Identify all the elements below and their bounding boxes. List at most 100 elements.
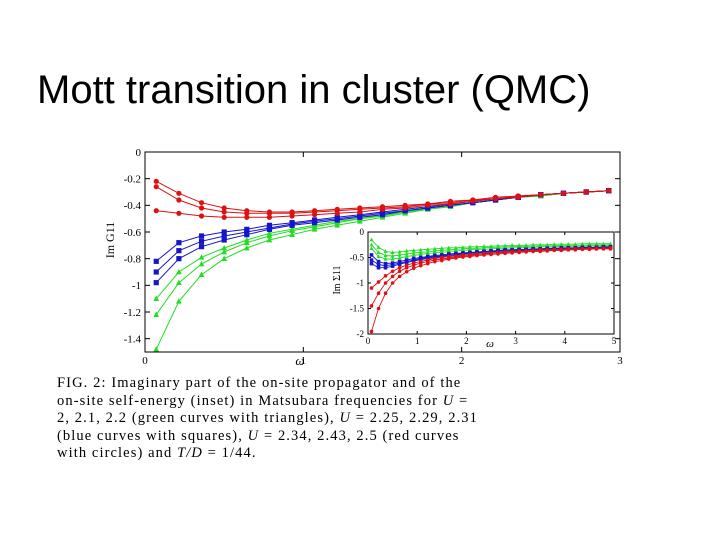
inset-data-point — [390, 253, 395, 258]
main-data-point — [221, 255, 228, 262]
main-x-tick-label: 1 — [301, 355, 307, 365]
main-data-point — [153, 269, 159, 275]
main-data-point — [402, 202, 408, 208]
inset-data-point — [425, 251, 430, 256]
main-data-point — [176, 298, 182, 304]
inset-data-point — [369, 304, 374, 308]
main-data-point — [244, 232, 250, 238]
inset-y-tick-label: -2 — [357, 329, 365, 339]
main-data-point — [311, 217, 318, 223]
inset-data-point — [545, 249, 550, 253]
main-data-point — [289, 231, 295, 238]
caption-text: on-site self-energy (inset) in Matsubara… — [57, 392, 443, 409]
main-data-point — [176, 210, 182, 216]
inset-data-point — [390, 264, 395, 268]
main-data-point — [606, 188, 612, 194]
main-y-tick-label: -0.2 — [124, 174, 141, 186]
main-data-point — [176, 268, 182, 275]
main-y-tick-label: -1.4 — [124, 334, 142, 346]
inset-data-point — [432, 250, 437, 255]
main-data-point — [198, 213, 205, 219]
main-data-point — [221, 214, 227, 220]
main-data-point — [425, 201, 431, 207]
inset-data-point — [411, 259, 416, 263]
main-data-point — [334, 206, 340, 212]
main-data-point — [153, 178, 159, 184]
inset-data-point — [383, 256, 388, 261]
main-data-point — [221, 237, 227, 243]
main-data-point — [221, 244, 228, 251]
inset-y-tick-label: 0 — [360, 227, 365, 237]
main-data-point — [153, 208, 159, 214]
inset-x-tick-label: 1 — [415, 336, 420, 346]
caption-line-4: (blue curves with squares), U = 2.34, 2.… — [57, 428, 657, 446]
main-data-point — [266, 222, 273, 228]
caption-text: = — [454, 392, 469, 409]
main-data-point — [243, 236, 250, 243]
inset-x-tick-label: 2 — [464, 336, 469, 346]
inset-data-point — [397, 269, 402, 274]
inset-data-point — [376, 306, 381, 311]
inset-data-point — [432, 259, 437, 264]
inset-data-point — [369, 286, 374, 290]
inset-data-point — [383, 274, 388, 278]
inset-data-point — [566, 248, 571, 252]
inset-data-point — [503, 251, 507, 256]
inset-data-point — [489, 252, 493, 257]
main-data-point — [176, 240, 182, 246]
inset-data-point — [383, 261, 388, 266]
inset-data-point — [411, 263, 416, 267]
inset-data-point — [447, 257, 451, 261]
inset-data-point — [453, 248, 458, 253]
main-y-tick-label: -0.8 — [124, 254, 142, 266]
caption-line-5: with circles) and T/D = 1/44. — [57, 445, 657, 463]
inset-data-point — [376, 259, 381, 264]
inset-data-point — [496, 252, 500, 256]
main-y-tick-label: -1.2 — [124, 307, 141, 319]
main-data-point — [221, 233, 227, 239]
main-data-point — [266, 236, 273, 243]
main-data-point — [583, 189, 589, 195]
main-data-point — [244, 214, 250, 220]
main-data-point — [289, 226, 295, 232]
inset-data-point — [390, 281, 395, 285]
inset-data-point — [390, 274, 395, 279]
inset-data-point — [418, 247, 423, 252]
inset-data-point — [587, 247, 592, 252]
inset-data-point — [397, 249, 402, 254]
inset-data-point — [411, 266, 416, 271]
inset-data-point — [601, 247, 606, 251]
main-data-point — [153, 258, 159, 264]
inset-data-point — [390, 269, 395, 274]
inset-data-point — [390, 250, 395, 255]
inset-data-point — [594, 247, 599, 251]
main-x-axis-label: ω — [295, 353, 304, 365]
main-y-tick-label: -1 — [132, 280, 141, 292]
main-data-point — [176, 248, 182, 254]
figure-plot: 0 1 2 3 0 -0.2 -0.4 -0.6 -0.8 -1 -1.2 -1.4 ω Im G11 0 1… — [103, 147, 623, 368]
inset-data-point — [432, 246, 437, 251]
main-data-point — [357, 212, 363, 218]
main-panel: 0 1 2 3 0 -0.2 -0.4 -0.6 -0.8 -1 -1.2 -1.4 ω Im G11 — [103, 147, 623, 368]
main-data-point — [153, 280, 159, 286]
inset-data-point — [482, 253, 486, 257]
main-plot-frame — [144, 151, 621, 353]
inset-data-point — [440, 258, 444, 263]
main-data-point — [266, 225, 273, 231]
inset-data-point — [580, 247, 585, 252]
inset-x-tick-label: 5 — [612, 336, 617, 346]
main-data-point — [289, 220, 295, 226]
inset-data-point — [411, 248, 416, 252]
inset-data-point — [397, 265, 402, 270]
caption-line-1: FIG. 2: Imaginary part of the on-site pr… — [57, 375, 462, 391]
inset-data-point — [376, 265, 381, 270]
inset-data-point — [552, 248, 557, 253]
inset-data-point — [369, 237, 374, 242]
inset-data-point — [376, 280, 381, 284]
main-data-point — [244, 229, 250, 235]
inset-data-point — [369, 261, 374, 266]
inset-data-point — [608, 247, 613, 251]
main-data-point — [198, 233, 205, 239]
inset-data-point — [376, 254, 381, 259]
main-data-point — [221, 248, 228, 255]
